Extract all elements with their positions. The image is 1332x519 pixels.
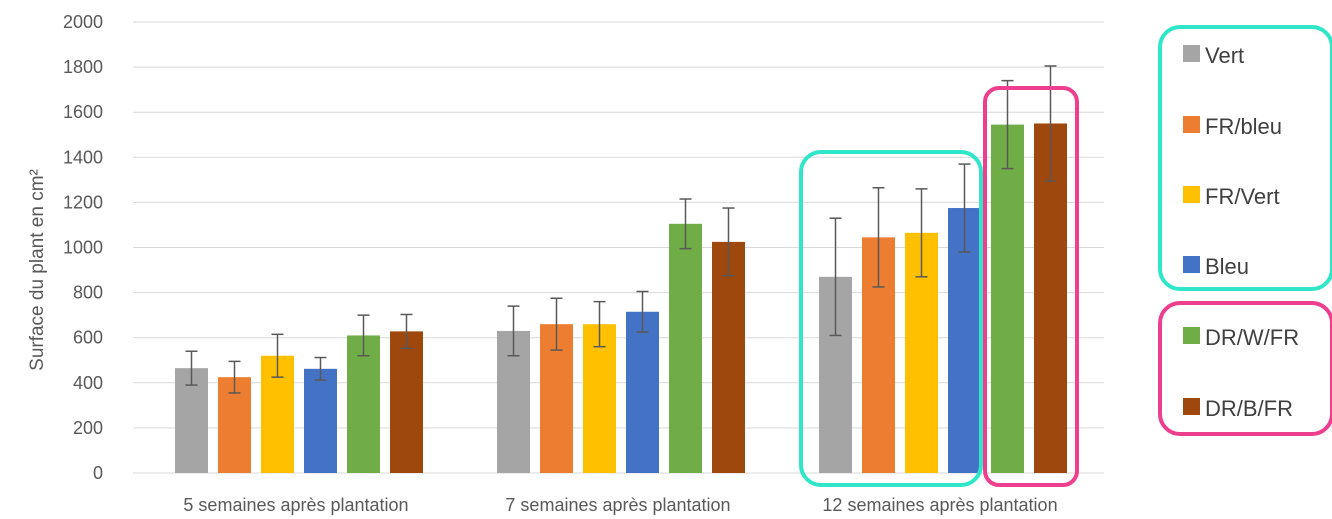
- bar: [304, 368, 337, 473]
- legend-swatch: [1183, 45, 1200, 62]
- bar: [991, 124, 1024, 473]
- bar: [390, 331, 423, 473]
- legend-label: Vert: [1205, 43, 1244, 68]
- highlight-boxes: [799, 25, 1332, 487]
- y-axis-label: Surface du plant en cm²: [27, 169, 48, 371]
- legend-label: Bleu: [1205, 254, 1249, 279]
- highlight-box-pink-chart: [983, 86, 1079, 487]
- bar: [669, 223, 702, 473]
- bar: [1034, 123, 1067, 473]
- bar: [712, 241, 745, 473]
- legend-label: FR/Vert: [1205, 184, 1280, 209]
- legend-swatch: [1183, 256, 1200, 273]
- bars: [175, 123, 1067, 473]
- legend: Vert FR/bleu FR/Vert Bleu DR/W/FR DR/B/FR: [1183, 43, 1299, 421]
- x-tick-label: 12 semaines après plantation: [822, 495, 1057, 515]
- y-tick-label: 400: [73, 373, 103, 393]
- y-tick-label: 200: [73, 418, 103, 438]
- bar: [583, 324, 616, 473]
- legend-label: DR/B/FR: [1205, 396, 1293, 421]
- bar: [626, 311, 659, 473]
- y-tick-label: 2000: [63, 12, 103, 32]
- highlight-box-teal-legend: [1158, 25, 1332, 291]
- y-tick-label: 600: [73, 328, 103, 348]
- gridlines: [133, 21, 1104, 474]
- error-bars: [185, 65, 1057, 394]
- highlight-box-teal-chart: [799, 150, 983, 487]
- y-tick-label: 1000: [63, 238, 103, 258]
- y-tick-label: 0: [93, 463, 103, 483]
- x-tick-label: 5 semaines après plantation: [183, 495, 408, 515]
- y-tick-label: 1400: [63, 147, 103, 167]
- legend-swatch: [1183, 186, 1200, 203]
- y-tick-label: 800: [73, 283, 103, 303]
- legend-swatch: [1183, 398, 1200, 415]
- legend-swatch: [1183, 327, 1200, 344]
- legend-label: DR/W/FR: [1205, 325, 1299, 350]
- legend-swatch: [1183, 116, 1200, 133]
- highlight-box-pink-legend: [1158, 301, 1332, 436]
- y-tick-label: 1200: [63, 192, 103, 212]
- y-axis-ticks: 0 200 400 600 800 1000 1200 1400 1600 1800 2000: [63, 12, 103, 483]
- y-tick-label: 1800: [63, 57, 103, 77]
- x-tick-label: 7 semaines après plantation: [505, 495, 730, 515]
- bar: [347, 335, 380, 473]
- y-tick-label: 1600: [63, 102, 103, 122]
- x-axis-ticks: 5 semaines après plantation 7 semaines ap…: [183, 495, 1057, 515]
- legend-label: FR/bleu: [1205, 114, 1282, 139]
